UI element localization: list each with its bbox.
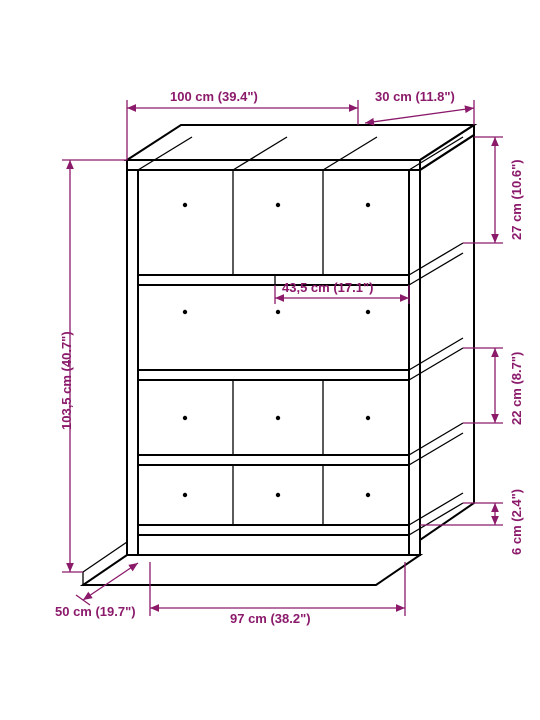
dim-width-top: 100 cm (39.4") [170, 90, 258, 103]
dim-shelf-gap: 22 cm (8.7") [510, 352, 523, 425]
dim-height-total: 103,5 cm (40.7") [60, 331, 73, 430]
dim-shelf-half-w: 43,5 cm (17.1") [282, 281, 373, 294]
dim-depth-top: 30 cm (11.8") [375, 90, 455, 103]
diagram-canvas: 100 cm (39.4") 30 cm (11.8") 27 cm (10.6… [0, 0, 540, 720]
dim-bottom-depth: 50 cm (19.7") [55, 605, 136, 618]
dim-toe-kick-h: 6 cm (2.4") [510, 489, 523, 555]
dim-bottom-width: 97 cm (38.2") [230, 612, 311, 625]
dim-shelf-opening-h: 27 cm (10.6") [510, 159, 523, 240]
